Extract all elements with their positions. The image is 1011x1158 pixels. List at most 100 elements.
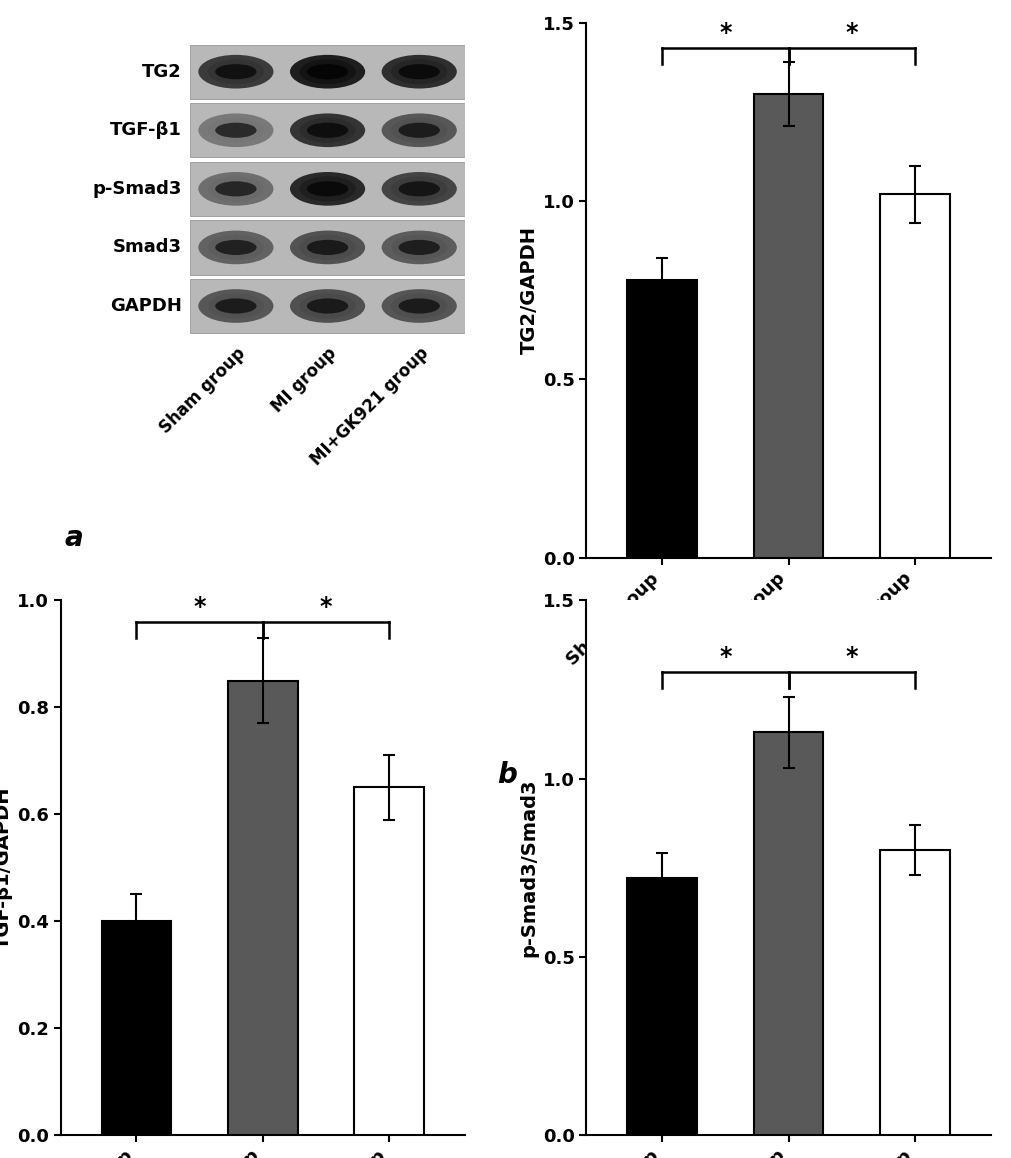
- Ellipse shape: [222, 242, 249, 254]
- Ellipse shape: [307, 120, 348, 139]
- Ellipse shape: [299, 235, 356, 261]
- Ellipse shape: [314, 66, 341, 78]
- Text: MI+GK921 group: MI+GK921 group: [307, 344, 432, 469]
- Ellipse shape: [215, 182, 257, 197]
- Text: a: a: [65, 525, 84, 552]
- Text: Sham group: Sham group: [156, 344, 249, 437]
- Ellipse shape: [307, 63, 348, 81]
- Ellipse shape: [215, 239, 257, 257]
- Ellipse shape: [307, 179, 348, 198]
- Ellipse shape: [391, 176, 448, 201]
- Ellipse shape: [381, 173, 457, 206]
- Ellipse shape: [381, 230, 457, 264]
- Ellipse shape: [215, 123, 257, 138]
- Ellipse shape: [299, 176, 356, 201]
- Ellipse shape: [406, 124, 433, 137]
- Ellipse shape: [307, 299, 348, 314]
- Ellipse shape: [222, 124, 249, 137]
- FancyBboxPatch shape: [190, 44, 465, 98]
- Text: TGF-β1: TGF-β1: [110, 122, 182, 139]
- Ellipse shape: [198, 230, 274, 264]
- Ellipse shape: [222, 183, 249, 195]
- Ellipse shape: [398, 120, 440, 139]
- Text: *: *: [845, 22, 858, 45]
- Text: *: *: [719, 22, 732, 45]
- Y-axis label: TGF-β1/GAPDH: TGF-β1/GAPDH: [0, 786, 13, 948]
- Text: b: b: [497, 761, 518, 789]
- Ellipse shape: [398, 239, 440, 257]
- Ellipse shape: [314, 124, 341, 137]
- Y-axis label: p-Smad3/Smad3: p-Smad3/Smad3: [520, 778, 539, 957]
- Ellipse shape: [406, 66, 433, 78]
- Ellipse shape: [307, 64, 348, 79]
- Ellipse shape: [406, 242, 433, 254]
- Text: *: *: [193, 595, 206, 620]
- Ellipse shape: [290, 230, 365, 264]
- Ellipse shape: [307, 123, 348, 138]
- Ellipse shape: [307, 182, 348, 197]
- Text: *: *: [319, 595, 333, 620]
- Text: *: *: [719, 645, 732, 669]
- Ellipse shape: [314, 183, 341, 195]
- Bar: [754, 732, 823, 1135]
- Ellipse shape: [198, 113, 274, 147]
- Ellipse shape: [215, 299, 257, 314]
- Ellipse shape: [207, 59, 264, 85]
- Ellipse shape: [299, 293, 356, 318]
- Ellipse shape: [290, 290, 365, 323]
- Ellipse shape: [398, 179, 440, 198]
- FancyBboxPatch shape: [190, 279, 465, 334]
- Ellipse shape: [222, 66, 249, 78]
- Bar: [228, 681, 297, 1135]
- Ellipse shape: [398, 63, 440, 81]
- Ellipse shape: [215, 64, 257, 79]
- Ellipse shape: [207, 118, 264, 142]
- Ellipse shape: [391, 293, 448, 318]
- Bar: [355, 787, 424, 1135]
- FancyBboxPatch shape: [190, 220, 465, 274]
- Bar: [754, 95, 823, 558]
- Y-axis label: TG2/GAPDH: TG2/GAPDH: [520, 227, 539, 354]
- Ellipse shape: [406, 183, 433, 195]
- FancyBboxPatch shape: [190, 162, 465, 217]
- Bar: [881, 195, 949, 558]
- Ellipse shape: [307, 296, 348, 315]
- Text: GAPDH: GAPDH: [110, 296, 182, 315]
- Ellipse shape: [215, 240, 257, 255]
- Ellipse shape: [314, 300, 341, 312]
- Text: TG2: TG2: [143, 63, 182, 81]
- Ellipse shape: [391, 118, 448, 142]
- Ellipse shape: [207, 293, 264, 318]
- Ellipse shape: [198, 290, 274, 323]
- Text: MI group: MI group: [269, 344, 341, 416]
- Ellipse shape: [398, 240, 440, 255]
- Ellipse shape: [398, 299, 440, 314]
- Ellipse shape: [215, 120, 257, 139]
- Ellipse shape: [398, 64, 440, 79]
- Bar: [628, 878, 697, 1135]
- Text: *: *: [845, 645, 858, 669]
- Ellipse shape: [307, 239, 348, 257]
- Ellipse shape: [398, 123, 440, 138]
- Bar: [102, 921, 171, 1135]
- Text: p-Smad3: p-Smad3: [93, 179, 182, 198]
- Ellipse shape: [215, 296, 257, 315]
- Ellipse shape: [381, 113, 457, 147]
- Ellipse shape: [290, 54, 365, 88]
- Ellipse shape: [215, 179, 257, 198]
- Ellipse shape: [290, 173, 365, 206]
- Ellipse shape: [299, 118, 356, 142]
- Text: Smad3: Smad3: [113, 239, 182, 256]
- Ellipse shape: [398, 182, 440, 197]
- Bar: [628, 280, 697, 558]
- Ellipse shape: [391, 235, 448, 261]
- Bar: [881, 850, 949, 1135]
- Ellipse shape: [222, 300, 249, 312]
- Ellipse shape: [207, 176, 264, 201]
- Ellipse shape: [299, 59, 356, 85]
- Ellipse shape: [198, 173, 274, 206]
- Ellipse shape: [290, 113, 365, 147]
- Ellipse shape: [398, 296, 440, 315]
- FancyBboxPatch shape: [190, 103, 465, 157]
- Ellipse shape: [381, 54, 457, 88]
